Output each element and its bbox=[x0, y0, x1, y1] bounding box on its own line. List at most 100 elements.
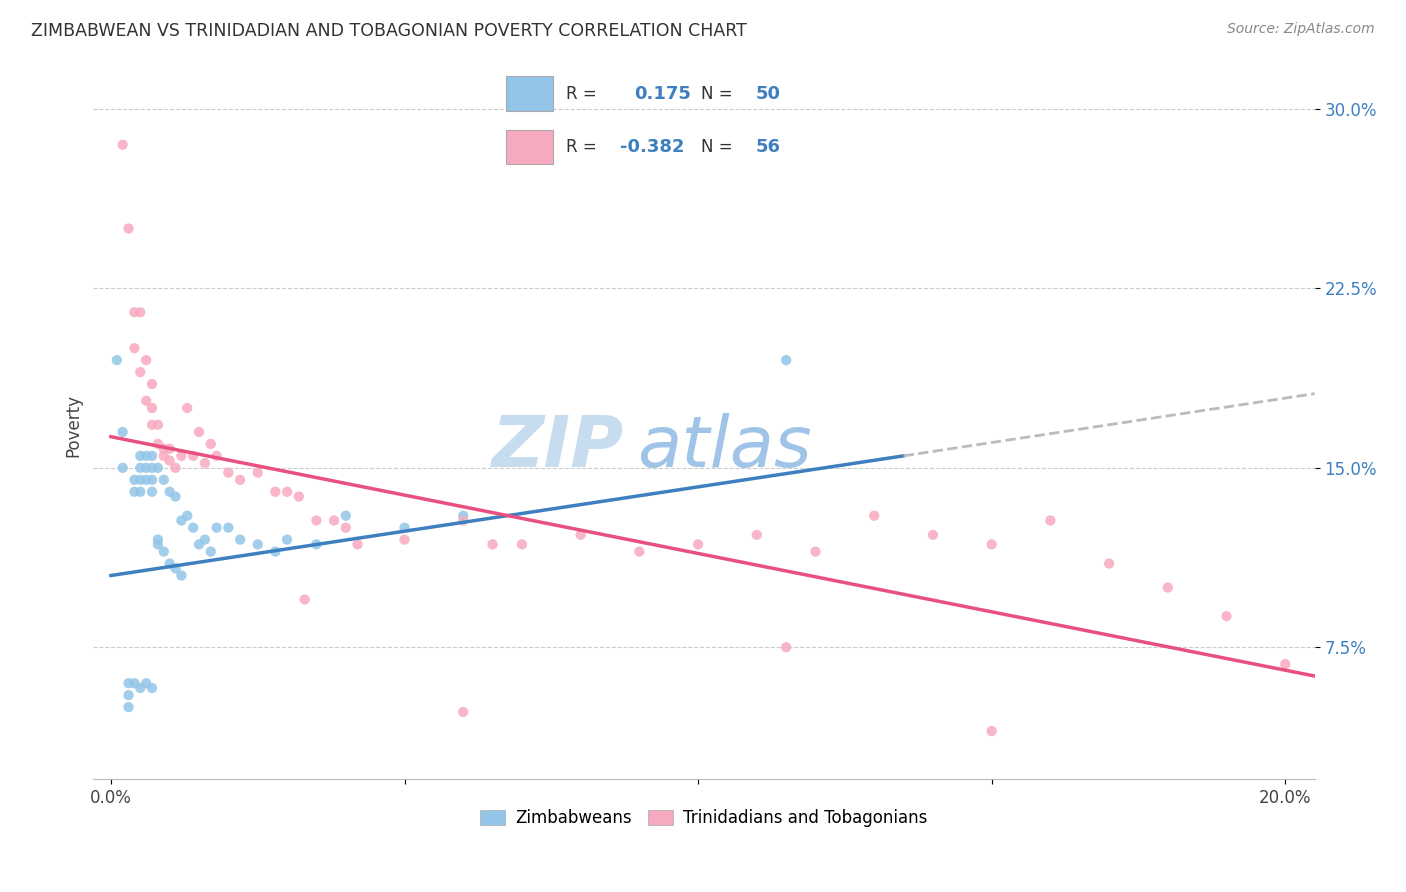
Point bbox=[135, 449, 157, 463]
Point bbox=[980, 724, 1002, 739]
Point bbox=[129, 365, 152, 379]
Text: 0.175: 0.175 bbox=[634, 86, 690, 103]
Point bbox=[181, 449, 204, 463]
Point bbox=[200, 544, 222, 558]
Point bbox=[152, 544, 174, 558]
Point bbox=[146, 437, 169, 451]
Point bbox=[181, 521, 204, 535]
Point bbox=[170, 449, 193, 463]
Text: atlas: atlas bbox=[637, 413, 811, 482]
Point bbox=[159, 557, 181, 571]
Point bbox=[129, 449, 152, 463]
Point bbox=[159, 484, 181, 499]
Point bbox=[394, 521, 416, 535]
Point bbox=[288, 490, 311, 504]
Point bbox=[117, 700, 139, 714]
Point bbox=[863, 508, 886, 523]
Point bbox=[775, 640, 797, 655]
Point bbox=[294, 592, 316, 607]
Point bbox=[141, 377, 163, 392]
Point bbox=[170, 513, 193, 527]
Point bbox=[111, 137, 134, 152]
Point bbox=[217, 466, 239, 480]
Point bbox=[194, 533, 217, 547]
Point bbox=[481, 537, 503, 551]
Point bbox=[124, 305, 146, 319]
Point bbox=[1098, 557, 1121, 571]
Point bbox=[335, 521, 357, 535]
Point bbox=[451, 705, 474, 719]
Point bbox=[922, 528, 945, 542]
Point bbox=[129, 305, 152, 319]
Point bbox=[165, 561, 187, 575]
Point bbox=[804, 544, 827, 558]
Point bbox=[135, 353, 157, 368]
Point bbox=[246, 537, 269, 551]
FancyBboxPatch shape bbox=[506, 77, 553, 112]
Point bbox=[117, 676, 139, 690]
Point bbox=[165, 490, 187, 504]
Point bbox=[276, 484, 298, 499]
Point bbox=[394, 533, 416, 547]
Point bbox=[305, 513, 328, 527]
Point bbox=[246, 466, 269, 480]
Text: N =: N = bbox=[702, 137, 733, 155]
Point bbox=[165, 460, 187, 475]
Point bbox=[141, 473, 163, 487]
Point bbox=[141, 460, 163, 475]
Point bbox=[146, 537, 169, 551]
Point bbox=[205, 449, 228, 463]
Point bbox=[194, 456, 217, 470]
Point bbox=[135, 393, 157, 408]
Point bbox=[569, 528, 592, 542]
Text: Source: ZipAtlas.com: Source: ZipAtlas.com bbox=[1227, 22, 1375, 37]
Point bbox=[141, 401, 163, 415]
Text: N =: N = bbox=[702, 86, 733, 103]
Y-axis label: Poverty: Poverty bbox=[65, 394, 82, 458]
Point bbox=[451, 513, 474, 527]
Point bbox=[176, 508, 198, 523]
Point bbox=[141, 417, 163, 432]
Point bbox=[276, 533, 298, 547]
Point bbox=[124, 473, 146, 487]
Point bbox=[323, 513, 346, 527]
Point bbox=[176, 401, 198, 415]
Text: R =: R = bbox=[567, 137, 598, 155]
Point bbox=[188, 537, 211, 551]
Point bbox=[135, 460, 157, 475]
Point bbox=[335, 508, 357, 523]
Point bbox=[200, 437, 222, 451]
Point bbox=[188, 425, 211, 439]
Point bbox=[775, 353, 797, 368]
Point bbox=[146, 460, 169, 475]
Point bbox=[111, 460, 134, 475]
Point bbox=[170, 568, 193, 582]
Point bbox=[135, 676, 157, 690]
Point bbox=[264, 544, 287, 558]
Point bbox=[105, 353, 128, 368]
Point bbox=[628, 544, 651, 558]
Point bbox=[124, 341, 146, 355]
Point bbox=[305, 537, 328, 551]
Point bbox=[129, 460, 152, 475]
Point bbox=[117, 221, 139, 235]
Point bbox=[124, 484, 146, 499]
Text: R =: R = bbox=[567, 86, 598, 103]
Point bbox=[159, 453, 181, 467]
Text: ZIP: ZIP bbox=[492, 413, 624, 482]
Point bbox=[346, 537, 368, 551]
Text: 50: 50 bbox=[755, 86, 780, 103]
Point bbox=[141, 484, 163, 499]
Point bbox=[135, 473, 157, 487]
Text: 56: 56 bbox=[755, 137, 780, 155]
Point bbox=[1157, 581, 1180, 595]
Point bbox=[1215, 609, 1237, 624]
Point bbox=[117, 688, 139, 702]
Point bbox=[217, 521, 239, 535]
Point bbox=[205, 521, 228, 535]
Point bbox=[1039, 513, 1062, 527]
Point bbox=[129, 484, 152, 499]
Point bbox=[146, 417, 169, 432]
Legend: Zimbabweans, Trinidadians and Tobagonians: Zimbabweans, Trinidadians and Tobagonian… bbox=[474, 803, 935, 834]
Point bbox=[745, 528, 768, 542]
